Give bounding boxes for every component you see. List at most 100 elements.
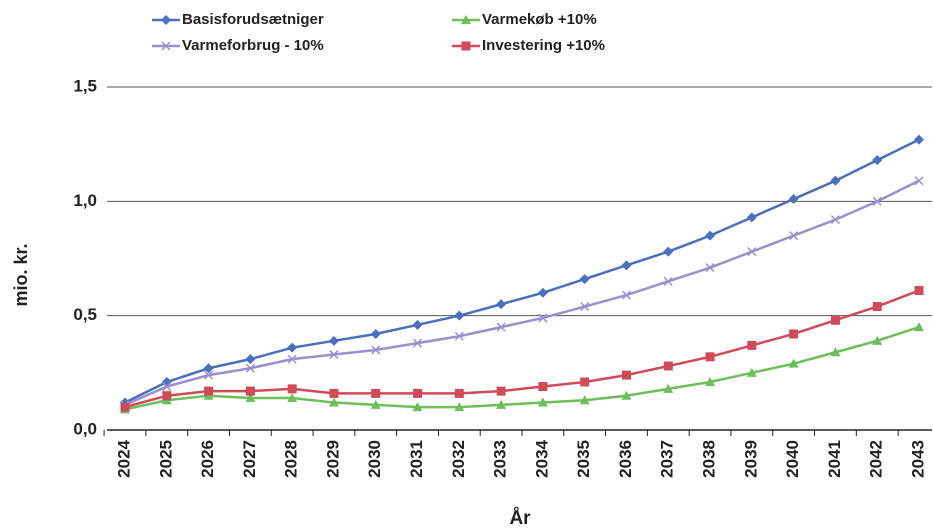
data-point bbox=[705, 376, 716, 386]
x-tick-label: 2040 bbox=[783, 440, 802, 478]
data-point bbox=[370, 399, 381, 409]
legend-label: Basisforudsætniger bbox=[182, 11, 324, 28]
data-point bbox=[371, 388, 381, 398]
legend-marker bbox=[461, 15, 471, 24]
data-point bbox=[705, 230, 716, 241]
data-point bbox=[454, 310, 465, 321]
data-point bbox=[454, 331, 464, 341]
data-point bbox=[537, 397, 548, 407]
data-point bbox=[245, 386, 255, 396]
data-point bbox=[245, 363, 255, 373]
x-tick-label: 2024 bbox=[114, 439, 133, 477]
x-tick-label: 2032 bbox=[449, 440, 468, 478]
data-point bbox=[328, 397, 339, 407]
data-point bbox=[412, 319, 423, 330]
data-point bbox=[747, 340, 757, 350]
data-point bbox=[705, 352, 715, 362]
x-tick-label: 2028 bbox=[282, 440, 301, 478]
data-point bbox=[705, 263, 715, 273]
data-point bbox=[412, 402, 423, 412]
data-point bbox=[496, 299, 507, 310]
data-point bbox=[496, 322, 506, 332]
data-point bbox=[328, 335, 339, 346]
data-point bbox=[287, 384, 297, 394]
data-point bbox=[412, 338, 423, 348]
data-point bbox=[580, 301, 590, 312]
data-point bbox=[747, 247, 757, 257]
data-point bbox=[621, 370, 631, 380]
y-tick-label: 0,0 bbox=[73, 419, 97, 438]
legend-marker bbox=[161, 15, 171, 25]
data-point bbox=[204, 370, 214, 380]
data-point bbox=[370, 328, 381, 339]
x-tick-label: 2037 bbox=[658, 440, 677, 478]
data-point bbox=[287, 392, 298, 402]
data-point bbox=[872, 155, 883, 166]
data-point bbox=[830, 347, 841, 357]
y-tick-label: 0,5 bbox=[73, 305, 97, 324]
data-point bbox=[287, 342, 298, 353]
data-point bbox=[162, 382, 172, 392]
x-tick-label: 2035 bbox=[574, 440, 593, 478]
data-point bbox=[663, 361, 673, 371]
x-tick-label: 2034 bbox=[532, 439, 551, 477]
data-point bbox=[580, 377, 590, 387]
x-tick-label: 2025 bbox=[156, 440, 175, 478]
y-tick-label: 1,5 bbox=[73, 76, 97, 95]
data-point bbox=[454, 388, 464, 398]
data-point bbox=[663, 246, 674, 257]
x-tick-label: 2026 bbox=[198, 440, 217, 478]
x-tick-label: 2043 bbox=[908, 440, 927, 478]
data-point bbox=[454, 402, 465, 412]
data-point bbox=[621, 260, 632, 271]
data-point bbox=[413, 388, 423, 398]
x-tick-label: 2036 bbox=[616, 440, 635, 478]
x-tick-label: 2029 bbox=[323, 440, 342, 478]
data-point bbox=[746, 367, 757, 377]
legend-label: Investering +10% bbox=[482, 37, 605, 54]
data-point bbox=[538, 382, 548, 392]
data-point bbox=[788, 194, 799, 205]
data-point bbox=[621, 390, 632, 400]
x-tick-label: 2041 bbox=[825, 440, 844, 478]
data-point bbox=[287, 354, 297, 364]
data-point bbox=[789, 329, 799, 339]
series-line bbox=[124, 179, 920, 406]
data-point bbox=[746, 212, 757, 223]
legend-marker bbox=[461, 41, 471, 51]
data-point bbox=[371, 345, 381, 355]
data-point bbox=[579, 395, 590, 405]
data-point bbox=[914, 134, 924, 145]
data-point bbox=[788, 358, 799, 368]
x-tick-label: 2039 bbox=[741, 440, 760, 478]
y-axis-label: mio. kr. bbox=[11, 243, 31, 306]
data-point bbox=[872, 302, 882, 312]
data-point bbox=[537, 287, 548, 298]
legend-label: Varmekøb +10% bbox=[482, 11, 597, 28]
series-line bbox=[124, 325, 920, 411]
data-point bbox=[162, 391, 172, 401]
x-tick-label: 2030 bbox=[365, 440, 384, 478]
data-point bbox=[245, 392, 256, 402]
data-point bbox=[329, 350, 339, 360]
x-tick-label: 2031 bbox=[407, 440, 426, 478]
data-point bbox=[872, 335, 883, 345]
y-tick-label: 1,0 bbox=[73, 191, 97, 210]
data-point bbox=[329, 388, 339, 398]
data-point bbox=[663, 276, 673, 286]
data-point bbox=[830, 175, 841, 186]
series-line bbox=[124, 138, 920, 404]
series-line bbox=[124, 289, 920, 409]
data-point bbox=[914, 322, 924, 332]
x-tick-label: 2042 bbox=[867, 440, 886, 478]
data-point bbox=[203, 363, 214, 374]
legend-label: Varmeforbrug - 10% bbox=[182, 37, 324, 54]
data-point bbox=[496, 399, 507, 409]
x-axis-label: År bbox=[509, 508, 531, 529]
data-point bbox=[663, 383, 674, 393]
legend-marker bbox=[161, 41, 171, 51]
data-point bbox=[914, 176, 924, 186]
data-point bbox=[538, 313, 548, 323]
